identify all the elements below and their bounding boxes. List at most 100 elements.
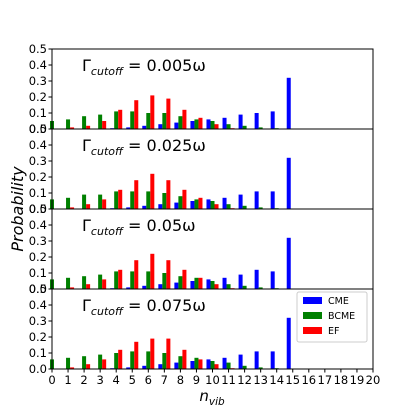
bar-bcme-p3-n8 <box>178 276 183 289</box>
y-tick-label: 0.5 <box>29 42 47 56</box>
bar-bcme-p3-n11 <box>226 284 231 289</box>
bar-cme-p2-n13 <box>254 191 259 209</box>
bar-ef-p1-n4 <box>118 109 123 129</box>
y-tick-label: 0.1 <box>29 346 47 360</box>
bar-ef-p1-n10 <box>214 124 219 129</box>
bar-bcme-p1-n5 <box>130 111 135 129</box>
panel-gamma-label: Γcutoff = 0.075ω <box>82 296 206 318</box>
bar-cme-p1-n11 <box>222 117 227 129</box>
panel-2: 0.0 0.1 0.2 0.3 0.4 0.5 Γcutoff = 0.025ω <box>29 122 374 216</box>
bar-ef-p3-n2 <box>86 284 91 289</box>
panel-3: 0.0 0.1 0.2 0.3 0.4 0.5 Γcutoff = 0.05ω <box>29 202 374 296</box>
y-tick-label: 0.3 <box>29 154 47 168</box>
panel-gamma-label: Γcutoff = 0.025ω <box>82 136 206 158</box>
panel-gamma-label: Γcutoff = 0.05ω <box>82 216 196 238</box>
x-tick-label: 11 <box>221 373 236 387</box>
bar-bcme-p4-n12 <box>242 365 247 369</box>
legend: CME BCME EF <box>296 291 368 343</box>
bar-bcme-p3-n12 <box>242 285 247 289</box>
y-tick-label: 0.3 <box>29 74 47 88</box>
bar-cme-p4-n5 <box>126 367 131 369</box>
bar-ef-p3-n9 <box>198 277 203 289</box>
bar-cme-p3-n6 <box>142 285 147 289</box>
x-tick-label: 3 <box>96 373 103 387</box>
bar-cme-p1-n15 <box>286 77 291 129</box>
legend-label-cme: CME <box>328 296 349 307</box>
bar-bcme-p4-n10 <box>210 361 215 369</box>
x-tick-label: 10 <box>205 373 220 387</box>
legend-swatch-cme <box>303 297 322 304</box>
bar-cme-p4-n9 <box>190 361 195 369</box>
bar-bcme-p3-n2 <box>82 276 87 289</box>
panel-gamma-label: Γcutoff = 0.005ω <box>82 56 206 78</box>
bar-ef-p3-n4 <box>118 269 123 289</box>
bar-bcme-p2-n1 <box>66 197 71 209</box>
bar-bcme-p4-n4 <box>114 353 119 369</box>
bar-cme-p4-n14 <box>270 351 275 369</box>
bar-ef-p3-n6 <box>150 253 155 289</box>
x-tick-label: 9 <box>193 373 200 387</box>
bar-cme-p1-n7 <box>158 124 163 129</box>
bar-bcme-p3-n13 <box>258 287 263 289</box>
y-tick-label: 0.3 <box>29 314 47 328</box>
bar-cme-p3-n8 <box>174 282 179 289</box>
x-tick-label: 20 <box>366 373 381 387</box>
bar-bcme-p4-n1 <box>66 357 71 369</box>
legend-label-ef: EF <box>328 326 339 337</box>
bar-cme-p4-n13 <box>254 351 259 369</box>
x-tick-label: 14 <box>269 373 284 387</box>
bar-cme-p1-n6 <box>142 125 147 129</box>
panel-1: 0.0 0.1 0.2 0.3 0.4 0.5 Γcutoff = 0.005ω <box>29 42 374 136</box>
y-tick-label: 0.2 <box>29 90 47 104</box>
bar-bcme-p1-n13 <box>258 127 263 129</box>
panels: 0.0 0.1 0.2 0.3 0.4 0.5 Γcutoff = 0.005ω 0.0 0.1… <box>29 42 374 376</box>
bar-bcme-p4-n3 <box>98 354 103 369</box>
bar-bcme-p3-n4 <box>114 271 119 289</box>
bar-ef-p3-n8 <box>182 269 187 289</box>
y-tick-label: 0.5 <box>29 122 47 136</box>
bar-bcme-p1-n1 <box>66 119 71 129</box>
bar-ef-p1-n9 <box>198 117 203 129</box>
bar-cme-p3-n11 <box>222 277 227 289</box>
bar-ef-p3-n10 <box>214 284 219 289</box>
bar-ef-p3-n1 <box>70 287 75 289</box>
bar-cme-p4-n7 <box>158 364 163 369</box>
bar-ef-p1-n6 <box>150 95 155 129</box>
bar-bcme-p2-n12 <box>242 205 247 209</box>
y-tick-label: 0.1 <box>29 186 47 200</box>
y-tick-label: 0.5 <box>29 282 47 296</box>
x-tick-label: 16 <box>301 373 316 387</box>
legend-swatch-ef <box>303 327 322 334</box>
bar-ef-p2-n2 <box>86 204 91 209</box>
y-tick-label: 0.4 <box>29 58 47 72</box>
x-tick-label: 15 <box>285 373 300 387</box>
bar-ef-p2-n7 <box>166 180 171 209</box>
x-tick-label: 1 <box>64 373 71 387</box>
bar-ef-p3-n5 <box>134 260 139 289</box>
x-tick-label: 17 <box>318 373 333 387</box>
bar-ef-p4-n4 <box>118 349 123 369</box>
bar-bcme-p3-n1 <box>66 277 71 289</box>
bar-cme-p3-n7 <box>158 284 163 289</box>
bar-bcme-p1-n11 <box>226 124 231 129</box>
bar-bcme-p2-n5 <box>130 191 135 209</box>
panel-4: 0.0 0.1 0.2 0.3 0.4 0.5 Γcutoff = 0.075ω <box>29 282 374 376</box>
bar-cme-p2-n12 <box>238 194 243 209</box>
bar-bcme-p2-n4 <box>114 191 119 209</box>
bar-cme-p4-n6 <box>142 365 147 369</box>
bar-cme-p3-n9 <box>190 281 195 289</box>
y-tick-label: 0.1 <box>29 106 47 120</box>
bar-cme-p2-n8 <box>174 202 179 209</box>
bar-bcme-p3-n9 <box>194 277 199 289</box>
y-axis-label: Probability <box>8 166 27 252</box>
bar-cme-p3-n10 <box>206 279 211 289</box>
bar-cme-p2-n14 <box>270 191 275 209</box>
bar-cme-p3-n15 <box>286 237 291 289</box>
bar-bcme-p1-n8 <box>178 116 183 129</box>
bar-ef-p2-n4 <box>118 189 123 209</box>
bar-bcme-p1-n9 <box>194 119 199 129</box>
bar-bcme-p1-n2 <box>82 116 87 129</box>
bar-bcme-p2-n7 <box>162 193 167 209</box>
x-tick-label: 7 <box>161 373 168 387</box>
bar-cme-p2-n10 <box>206 199 211 209</box>
